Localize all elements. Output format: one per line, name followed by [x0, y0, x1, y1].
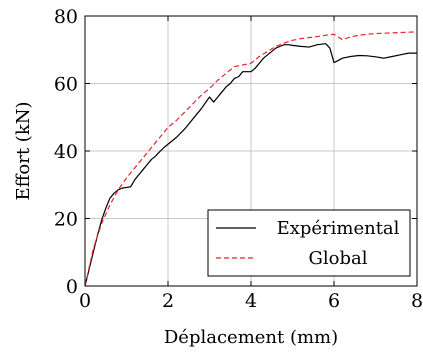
y-tick-label: 0 [66, 276, 78, 298]
axis-ticks [84, 15, 418, 287]
series-line-experimental [84, 43, 417, 287]
y-tick-label: 60 [54, 74, 78, 96]
legend-label-global: Global [309, 248, 368, 269]
series-line-global [84, 31, 418, 287]
x-tick-label: 0 [79, 290, 91, 312]
x-axis-label: Déplacement (mm) [164, 327, 338, 348]
y-axis-label: Effort (kN) [13, 101, 34, 200]
y-tick-label: 80 [54, 6, 78, 28]
legend-box [207, 209, 411, 277]
x-tick-label: 6 [328, 290, 340, 312]
legend-label-experimental: Expérimental [277, 218, 400, 239]
x-tick-label: 4 [245, 290, 257, 312]
x-tick-label: 8 [411, 290, 423, 312]
x-tick-label: 2 [162, 290, 174, 312]
series-lines [84, 31, 418, 287]
legend: Expérimental Global [207, 209, 411, 277]
y-tick-label: 40 [54, 141, 78, 163]
y-tick-label: 20 [54, 209, 78, 231]
